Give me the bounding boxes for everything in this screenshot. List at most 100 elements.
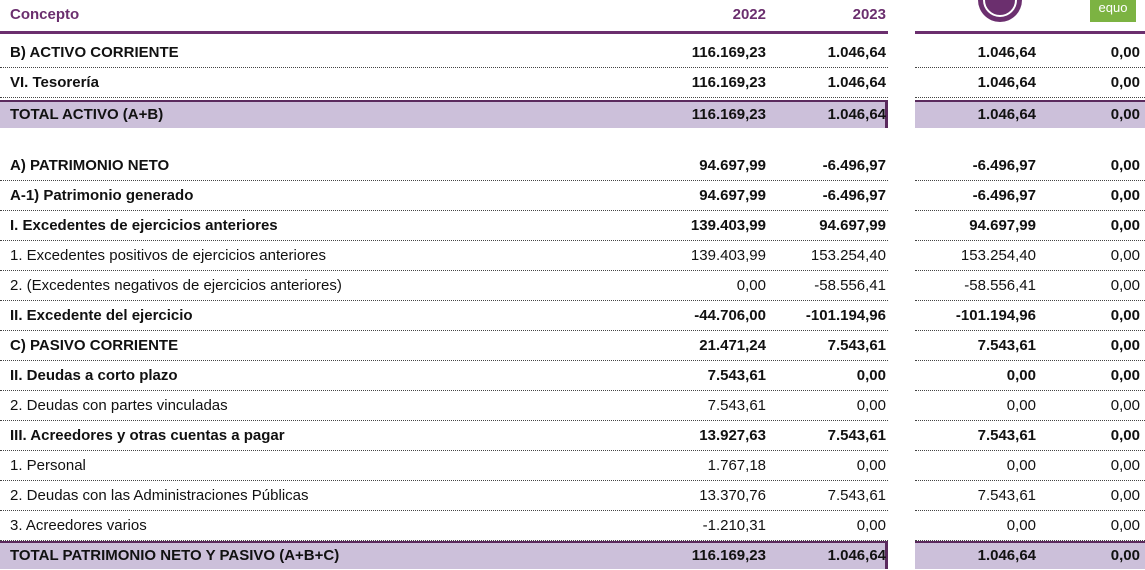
row-band <box>915 361 1145 391</box>
value-cell: 94.697,99 <box>969 217 1036 234</box>
table-row: 2. Deudas con partes vinculadas 7.543,61 0… <box>0 391 1145 421</box>
value-cell: -58.556,41 <box>814 277 886 294</box>
row-band <box>0 511 888 541</box>
value-cell: 139.403,99 <box>690 247 766 264</box>
value-cell: 0,00 <box>1110 74 1140 91</box>
value-cell: 0,00 <box>1110 487 1140 504</box>
value-cell: 1.046,64 <box>827 74 886 91</box>
value-cell: 1.046,64 <box>977 547 1036 564</box>
concept-cell: 1. Excedentes positivos de ejercicios an… <box>10 247 326 264</box>
row-band <box>915 100 1145 128</box>
value-cell: 0,00 <box>856 457 886 474</box>
value-cell: 7.543,61 <box>977 487 1036 504</box>
value-cell: 21.471,24 <box>699 337 766 354</box>
concept-cell: 2. Deudas con las Administraciones Públi… <box>10 487 309 504</box>
table-row: TOTAL ACTIVO (A+B) 116.169,23 1.046,64 1.04… <box>0 100 1145 128</box>
table-row: B) ACTIVO CORRIENTE 116.169,23 1.046,64 1.0… <box>0 38 1145 68</box>
concept-cell: 3. Acreedores varios <box>10 517 147 534</box>
table-row: 2. (Excedentes negativos de ejercicios a… <box>0 271 1145 301</box>
row-band <box>0 391 888 421</box>
value-cell: -6.496,97 <box>972 187 1036 204</box>
concept-cell: I. Excedentes de ejercicios anteriores <box>10 217 278 234</box>
value-cell: 7.543,61 <box>977 337 1036 354</box>
row-band <box>0 271 888 301</box>
table-row: 2. Deudas con las Administraciones Públi… <box>0 481 1145 511</box>
table-row: 3. Acreedores varios -1.210,31 0,00 0,00 0,0… <box>0 511 1145 541</box>
concept-cell: III. Acreedores y otras cuentas a pagar <box>10 427 285 444</box>
value-cell: 0,00 <box>1110 106 1140 123</box>
value-cell: 1.046,64 <box>977 74 1036 91</box>
value-cell: 0,00 <box>1110 517 1140 534</box>
table-row: A-1) Patrimonio generado 94.697,99 -6.496,… <box>0 181 1145 211</box>
concept-cell: B) ACTIVO CORRIENTE <box>10 44 179 61</box>
concept-cell: VI. Tesorería <box>10 74 99 91</box>
table-row: 1. Excedentes positivos de ejercicios an… <box>0 241 1145 271</box>
value-cell: 0,00 <box>1110 397 1140 414</box>
value-cell: 1.046,64 <box>977 106 1036 123</box>
row-band <box>915 481 1145 511</box>
value-cell: 1.767,18 <box>707 457 766 474</box>
row-band <box>915 391 1145 421</box>
concept-cell: C) PASIVO CORRIENTE <box>10 337 179 354</box>
header-year: 2023 <box>852 6 886 23</box>
value-cell: 0,00 <box>1006 397 1036 414</box>
concept-cell: TOTAL ACTIVO (A+B) <box>10 106 164 123</box>
row-band <box>0 100 888 128</box>
value-cell: -101.194,96 <box>805 307 886 324</box>
row-band <box>915 301 1145 331</box>
row-band <box>0 361 888 391</box>
table-row: VI. Tesorería 116.169,23 1.046,64 1.046,64 0… <box>0 68 1145 98</box>
concept-cell: A) PATRIMONIO NETO <box>10 157 170 174</box>
row-band <box>0 541 888 569</box>
value-cell: 1.046,64 <box>977 44 1036 61</box>
value-cell: 153.254,40 <box>960 247 1036 264</box>
value-cell: 0,00 <box>1110 337 1140 354</box>
value-cell: 116.169,23 <box>691 106 766 123</box>
table-row: TOTAL PATRIMONIO NETO Y PASIVO (A+B+C) 11… <box>0 541 1145 569</box>
value-cell: 1.046,64 <box>827 44 886 61</box>
value-cell: 1.046,64 <box>827 106 886 123</box>
value-cell: -1.210,31 <box>702 517 766 534</box>
row-band <box>0 38 888 68</box>
row-band <box>915 151 1145 181</box>
row-band <box>915 271 1145 301</box>
table-row: 1. Personal 1.767,18 0,00 0,00 0,00 <box>0 451 1145 481</box>
value-cell: 0,00 <box>1006 367 1036 384</box>
concept-cell: TOTAL PATRIMONIO NETO Y PASIVO (A+B+C) <box>10 547 340 564</box>
row-band <box>0 151 888 181</box>
value-cell: 116.169,23 <box>691 74 766 91</box>
row-band <box>0 481 888 511</box>
value-cell: 94.697,99 <box>699 157 766 174</box>
table-row: II. Deudas a corto plazo 7.543,61 0,00 0,00… <box>0 361 1145 391</box>
value-cell: 7.543,61 <box>827 337 886 354</box>
value-cell: 13.927,63 <box>699 427 766 444</box>
value-cell: -6.496,97 <box>822 157 886 174</box>
value-cell: 0,00 <box>1006 457 1036 474</box>
row-band <box>915 241 1145 271</box>
concept-cell: II. Excedente del ejercicio <box>10 307 193 324</box>
value-cell: 94.697,99 <box>699 187 766 204</box>
table-row: C) PASIVO CORRIENTE 21.471,24 7.543,61 7.54… <box>0 331 1145 361</box>
header-concept: Concepto <box>10 6 80 23</box>
value-cell: -6.496,97 <box>972 157 1036 174</box>
value-cell: 0,00 <box>1110 157 1140 174</box>
value-cell: 0,00 <box>856 367 886 384</box>
table-row: I. Excedentes de ejercicios anteriores 13… <box>0 211 1145 241</box>
party-logo <box>978 0 1022 22</box>
value-cell: 0,00 <box>856 397 886 414</box>
concept-cell: A-1) Patrimonio generado <box>10 187 194 204</box>
row-band <box>0 451 888 481</box>
value-cell: -101.194,96 <box>955 307 1036 324</box>
value-cell: 116.169,23 <box>691 547 766 564</box>
row-band <box>915 68 1145 98</box>
value-cell: 139.403,99 <box>690 217 766 234</box>
row-band <box>0 181 888 211</box>
value-cell: 7.543,61 <box>977 427 1036 444</box>
value-cell: -44.706,00 <box>694 307 766 324</box>
header-rule <box>915 31 1145 34</box>
concept-cell: II. Deudas a corto plazo <box>10 367 178 384</box>
value-cell: 0,00 <box>1110 44 1140 61</box>
value-cell: 0,00 <box>1110 247 1140 264</box>
value-cell: 13.370,76 <box>699 487 766 504</box>
